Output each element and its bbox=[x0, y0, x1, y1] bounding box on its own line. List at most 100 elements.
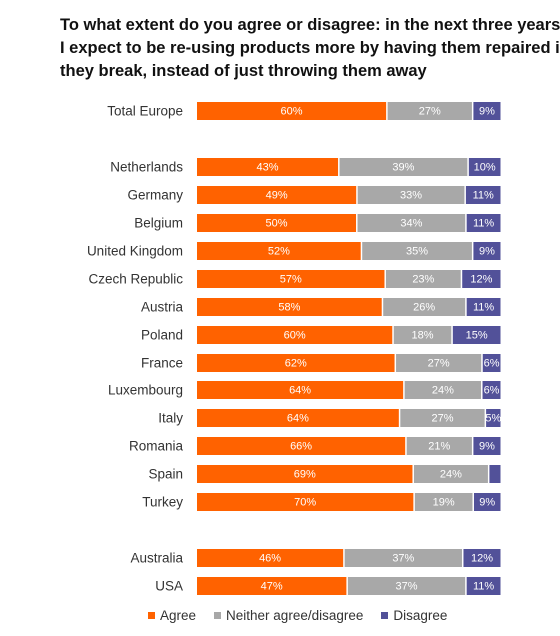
bar-agree-belgium bbox=[197, 214, 357, 232]
category-label-germany: Germany bbox=[127, 188, 183, 203]
category-label-belgium: Belgium bbox=[134, 216, 183, 231]
bar-neither-agree-disagree-italy bbox=[400, 409, 485, 427]
category-label-italy: Italy bbox=[158, 411, 183, 426]
bar-neither-agree-disagree-spain bbox=[413, 465, 488, 483]
chart-title-line-2: I expect to be re-using products more by… bbox=[60, 39, 560, 57]
bar-disagree-france bbox=[482, 354, 501, 372]
value-label-neither-agree-disagree-united-kingdom: 35% bbox=[406, 246, 428, 258]
legend-item-agree: Agree bbox=[148, 608, 196, 623]
bar-agree-czech-republic bbox=[197, 270, 385, 288]
value-label-disagree-luxembourg: 6% bbox=[484, 385, 500, 397]
bar-disagree-italy bbox=[486, 409, 501, 427]
value-label-agree-austria: 58% bbox=[278, 302, 300, 314]
value-label-neither-agree-disagree-czech-republic: 23% bbox=[412, 274, 434, 286]
value-label-disagree-usa: 11% bbox=[473, 581, 494, 593]
value-label-neither-agree-disagree-spain: 24% bbox=[440, 469, 462, 481]
value-label-disagree-italy: 5% bbox=[485, 413, 501, 425]
bar-disagree-spain bbox=[489, 465, 501, 483]
bar-disagree-united-kingdom bbox=[473, 242, 501, 260]
legend: Agree Neither agree/disagree Disagree bbox=[148, 608, 447, 623]
bar-neither-agree-disagree-turkey bbox=[414, 493, 473, 511]
category-label-usa: USA bbox=[155, 579, 183, 594]
value-label-disagree-poland: 15% bbox=[466, 330, 488, 342]
value-label-neither-agree-disagree-turkey: 19% bbox=[433, 497, 455, 509]
legend-swatch-disagree bbox=[381, 612, 389, 619]
bar-agree-poland bbox=[197, 326, 393, 344]
value-label-disagree-australia: 12% bbox=[471, 553, 493, 565]
bar-agree-usa bbox=[197, 577, 347, 595]
bar-disagree-usa bbox=[466, 577, 501, 595]
value-label-agree-czech-republic: 57% bbox=[280, 274, 302, 286]
value-label-disagree-total-europe: 9% bbox=[479, 106, 495, 118]
value-label-agree-romania: 66% bbox=[290, 441, 312, 453]
value-label-neither-agree-disagree-poland: 18% bbox=[412, 330, 434, 342]
value-label-neither-agree-disagree-romania: 21% bbox=[428, 441, 450, 453]
value-label-neither-agree-disagree-austria: 26% bbox=[413, 302, 435, 314]
bar-disagree-germany bbox=[465, 186, 501, 204]
bar-neither-agree-disagree-romania bbox=[406, 437, 472, 455]
value-label-disagree-austria: 11% bbox=[473, 302, 494, 314]
category-label-france: France bbox=[141, 356, 183, 371]
value-label-agree-usa: 47% bbox=[261, 581, 283, 593]
value-label-agree-italy: 64% bbox=[287, 413, 309, 425]
bar-agree-spain bbox=[197, 465, 413, 483]
value-label-neither-agree-disagree-total-europe: 27% bbox=[419, 106, 441, 118]
value-label-disagree-united-kingdom: 9% bbox=[479, 246, 495, 258]
bar-agree-united-kingdom bbox=[197, 242, 361, 260]
legend-item-neither: Neither agree/disagree bbox=[214, 608, 363, 623]
category-label-australia: Australia bbox=[130, 551, 183, 566]
value-label-agree-germany: 49% bbox=[266, 190, 288, 202]
bar-disagree-austria bbox=[466, 298, 501, 316]
category-label-luxembourg: Luxembourg bbox=[108, 383, 183, 398]
value-label-disagree-netherlands: 10% bbox=[474, 162, 496, 174]
legend-label-agree: Agree bbox=[160, 608, 197, 623]
value-label-agree-total-europe: 60% bbox=[281, 106, 303, 118]
bar-agree-austria bbox=[197, 298, 382, 316]
value-label-neither-agree-disagree-australia: 37% bbox=[392, 553, 414, 565]
value-label-agree-spain: 69% bbox=[294, 469, 316, 481]
value-label-disagree-romania: 9% bbox=[479, 441, 495, 453]
value-label-disagree-germany: 11% bbox=[473, 190, 494, 202]
category-label-romania: Romania bbox=[129, 439, 184, 454]
value-label-disagree-belgium: 11% bbox=[473, 218, 494, 230]
bar-neither-agree-disagree-poland bbox=[393, 326, 452, 344]
bar-disagree-netherlands bbox=[468, 158, 501, 176]
value-label-agree-belgium: 50% bbox=[265, 218, 287, 230]
category-label-austria: Austria bbox=[141, 300, 184, 315]
value-label-agree-luxembourg: 64% bbox=[289, 385, 311, 397]
legend-label-neither: Neither agree/disagree bbox=[226, 608, 364, 623]
bar-agree-total-europe bbox=[197, 102, 387, 120]
chart-title: To what extent do you agree or disagree:… bbox=[60, 14, 560, 83]
value-label-agree-netherlands: 43% bbox=[257, 162, 279, 174]
bar-disagree-belgium bbox=[466, 214, 501, 232]
value-label-disagree-czech-republic: 12% bbox=[470, 274, 492, 286]
bar-agree-france bbox=[197, 354, 395, 372]
bar-disagree-turkey bbox=[473, 493, 501, 511]
bar-neither-agree-disagree-france bbox=[396, 354, 482, 372]
bar-neither-agree-disagree-germany bbox=[357, 186, 465, 204]
value-label-agree-france: 62% bbox=[285, 358, 307, 370]
bar-neither-agree-disagree-austria bbox=[383, 298, 466, 316]
value-label-neither-agree-disagree-belgium: 34% bbox=[400, 218, 422, 230]
value-label-neither-agree-disagree-italy: 27% bbox=[431, 413, 453, 425]
bar-agree-luxembourg bbox=[197, 381, 404, 399]
bar-agree-turkey bbox=[197, 493, 414, 511]
bar-neither-agree-disagree-netherlands bbox=[339, 158, 468, 176]
bar-neither-agree-disagree-united-kingdom bbox=[362, 242, 472, 260]
bar-disagree-poland bbox=[452, 326, 501, 344]
value-label-disagree-france: 6% bbox=[484, 358, 500, 370]
category-label-netherlands: Netherlands bbox=[110, 160, 183, 175]
bar-disagree-czech-republic bbox=[462, 270, 501, 288]
category-label-total-europe: Total Europe bbox=[107, 104, 183, 119]
bar-agree-australia bbox=[197, 549, 344, 567]
bar-agree-italy bbox=[197, 409, 399, 427]
bar-disagree-total-europe bbox=[473, 102, 501, 120]
value-label-disagree-turkey: 9% bbox=[479, 497, 495, 509]
bar-disagree-australia bbox=[463, 549, 501, 567]
bar-neither-agree-disagree-total-europe bbox=[387, 102, 472, 120]
category-label-spain: Spain bbox=[148, 467, 183, 482]
value-label-neither-agree-disagree-france: 27% bbox=[428, 358, 450, 370]
bar-neither-agree-disagree-czech-republic bbox=[385, 270, 461, 288]
value-label-agree-australia: 46% bbox=[259, 553, 281, 565]
